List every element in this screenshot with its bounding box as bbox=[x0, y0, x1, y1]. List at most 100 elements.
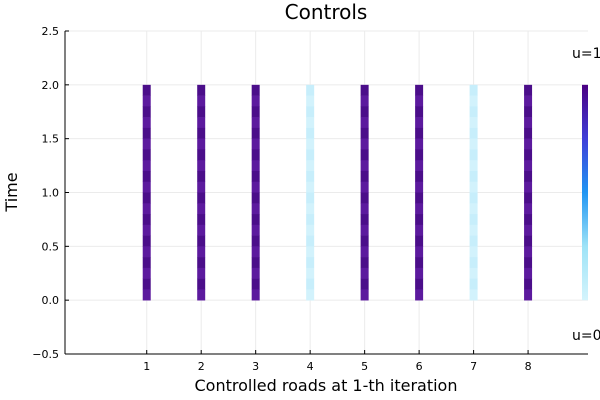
x-tick-label: 2 bbox=[198, 360, 205, 373]
bar-segment bbox=[415, 117, 424, 129]
bar-segment bbox=[197, 289, 206, 301]
bar-segment bbox=[306, 149, 315, 161]
bar-segment bbox=[306, 235, 315, 247]
colorbar-bottom-label: u=0 bbox=[572, 328, 600, 344]
x-tick-label: 8 bbox=[525, 360, 532, 373]
road-bar-5 bbox=[360, 84, 369, 301]
bar-segment bbox=[142, 246, 151, 258]
bar-segment bbox=[415, 138, 424, 150]
bar-segment bbox=[142, 84, 151, 96]
bar-segment bbox=[415, 278, 424, 290]
y-tick-label: 2.5 bbox=[42, 25, 60, 38]
y-tick-label: 2.0 bbox=[42, 79, 60, 92]
bar-segment bbox=[524, 235, 533, 247]
bar-segment bbox=[469, 170, 478, 183]
bar-segment bbox=[197, 192, 206, 204]
x-tick-label: 6 bbox=[416, 360, 423, 373]
bar-segment bbox=[306, 160, 315, 172]
bar-segment bbox=[251, 149, 260, 161]
bar-segment bbox=[142, 181, 151, 193]
bar-segment bbox=[415, 203, 424, 215]
bar-segment bbox=[360, 203, 369, 215]
x-tick-label: 1 bbox=[143, 360, 150, 373]
bar-segment bbox=[524, 192, 533, 204]
bar-segment bbox=[197, 170, 206, 183]
bar-segment bbox=[142, 278, 151, 290]
bar-segment bbox=[415, 181, 424, 193]
bar-segment bbox=[469, 160, 478, 172]
bar-segment bbox=[469, 95, 478, 107]
bar-segment bbox=[306, 203, 315, 215]
bar-segment bbox=[142, 95, 151, 107]
bar-segment bbox=[251, 278, 260, 290]
bar-segment bbox=[142, 224, 151, 236]
bar-segment bbox=[415, 289, 424, 301]
bar-segment bbox=[524, 160, 533, 172]
bar-segment bbox=[142, 267, 151, 279]
y-tick-label: 0.0 bbox=[42, 294, 60, 307]
bar-segment bbox=[251, 235, 260, 247]
bar-segment bbox=[251, 95, 260, 107]
bar-segment bbox=[251, 84, 260, 96]
bar-segment bbox=[469, 138, 478, 150]
bar-segment bbox=[197, 278, 206, 290]
colorbar-strip bbox=[582, 84, 588, 301]
bar-segment bbox=[469, 289, 478, 301]
bar-segment bbox=[197, 160, 206, 172]
bar-segment bbox=[360, 181, 369, 193]
bar-segment bbox=[197, 224, 206, 236]
bar-segment bbox=[142, 138, 151, 150]
y-tick-labels: −0.5 0.0 0.5 1.0 1.5 2.0 2.5 bbox=[32, 25, 59, 361]
bar-segment bbox=[360, 170, 369, 183]
bar-segment bbox=[306, 289, 315, 301]
bar-segment bbox=[469, 203, 478, 215]
bar-segment bbox=[197, 138, 206, 150]
bar-segment bbox=[360, 138, 369, 150]
bar-segment bbox=[469, 267, 478, 279]
bar-segment bbox=[306, 214, 315, 226]
bar-segment bbox=[469, 257, 478, 269]
bar-segment bbox=[142, 203, 151, 215]
bar-segment bbox=[469, 106, 478, 118]
bar-segment bbox=[142, 235, 151, 247]
bar-segment bbox=[251, 192, 260, 204]
bar-segment bbox=[251, 214, 260, 226]
bar-segment bbox=[142, 149, 151, 161]
bar-segment bbox=[360, 192, 369, 204]
bar-segment bbox=[524, 246, 533, 258]
bar-segment bbox=[524, 267, 533, 279]
bar-segment bbox=[469, 149, 478, 161]
bar-segment bbox=[360, 257, 369, 269]
bar-segment bbox=[251, 203, 260, 215]
bar-segment bbox=[142, 214, 151, 226]
bar-segment bbox=[251, 224, 260, 236]
bar-segment bbox=[197, 246, 206, 258]
bar-segment bbox=[469, 246, 478, 258]
bar-segment bbox=[415, 149, 424, 161]
x-tick-labels: 1 2 3 4 5 6 7 8 bbox=[143, 360, 531, 373]
x-tick-label: 4 bbox=[307, 360, 314, 373]
bar-segment bbox=[197, 257, 206, 269]
road-bar-7 bbox=[469, 84, 478, 301]
bar-segment bbox=[251, 138, 260, 150]
bar-segment bbox=[524, 117, 533, 129]
bar-segment bbox=[524, 203, 533, 215]
bar-segment bbox=[306, 127, 315, 139]
bar-segment bbox=[415, 267, 424, 279]
bar-segment bbox=[415, 160, 424, 172]
bar-segment bbox=[306, 138, 315, 150]
bar-segment bbox=[142, 257, 151, 269]
bar-segment bbox=[251, 106, 260, 118]
bar-segment bbox=[360, 149, 369, 161]
bar-segment bbox=[415, 95, 424, 107]
bar-segment bbox=[469, 278, 478, 290]
bar-segment bbox=[360, 214, 369, 226]
bar-segment bbox=[142, 170, 151, 183]
bar-segment bbox=[197, 95, 206, 107]
bar-segment bbox=[306, 95, 315, 107]
bar-segment bbox=[524, 127, 533, 139]
bar-segment bbox=[415, 170, 424, 183]
bar-segment bbox=[306, 192, 315, 204]
bar-segment bbox=[360, 278, 369, 290]
bar-segment bbox=[415, 224, 424, 236]
